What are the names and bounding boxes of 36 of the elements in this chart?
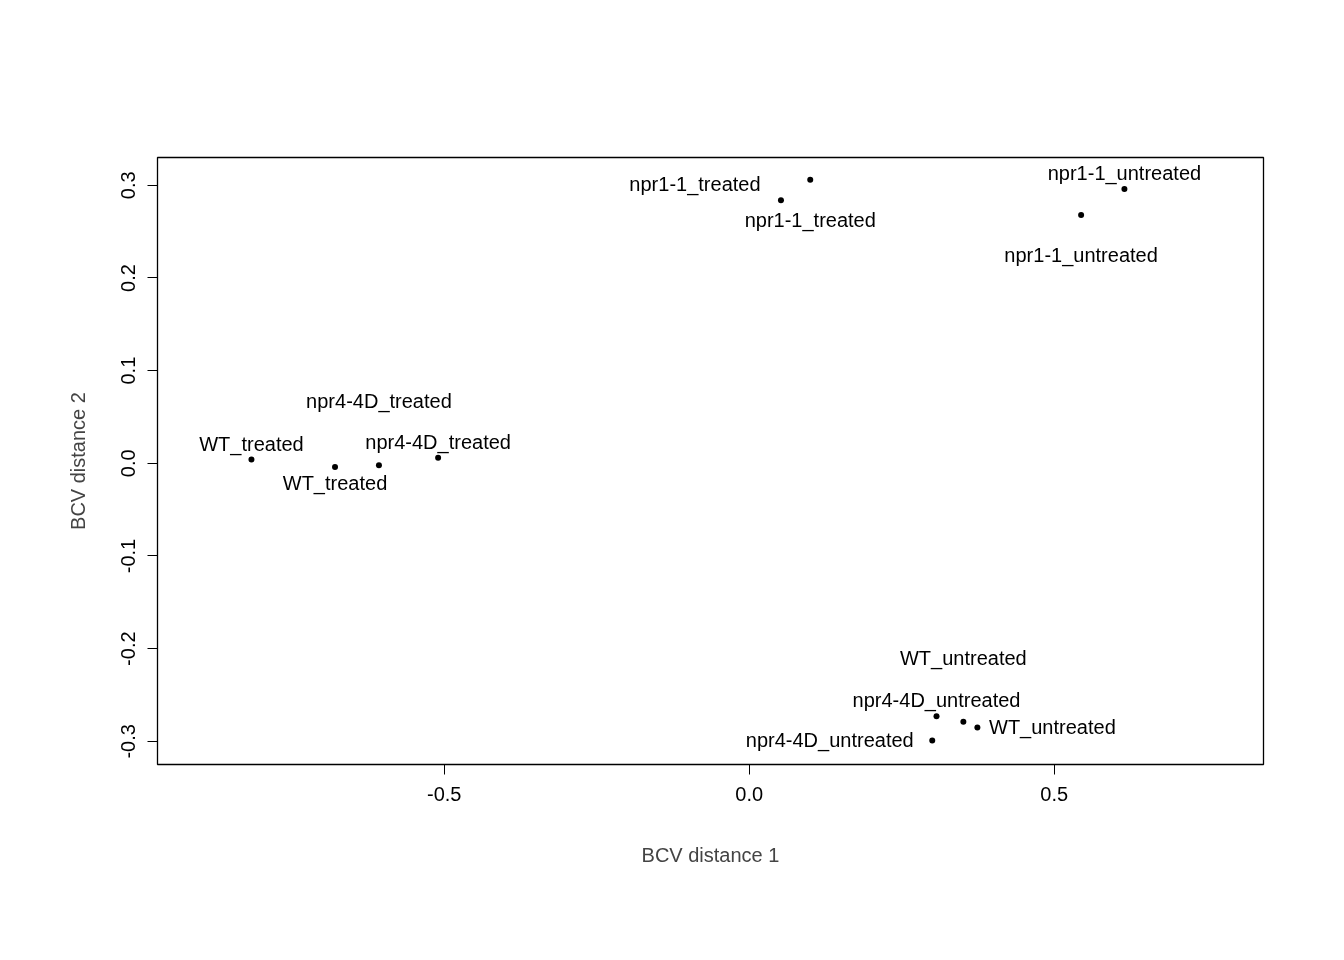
- data-label: WT_untreated: [989, 716, 1116, 740]
- y-axis-title: BCV distance 2: [66, 392, 89, 530]
- data-label: WT_treated: [199, 432, 304, 456]
- x-tick-label: 0.0: [735, 782, 764, 805]
- y-tick-label: -0.3: [117, 724, 140, 759]
- point: [929, 737, 936, 744]
- data-label: WT_untreated: [900, 646, 1027, 670]
- point: [1121, 186, 1128, 192]
- point: [974, 724, 981, 731]
- x-tick-label: -0.5: [426, 782, 462, 805]
- data-label: npr4-4D_treated: [306, 390, 452, 414]
- data-label: npr1-1_untreated: [1004, 243, 1158, 267]
- x-axis-title: BCV distance 1: [641, 843, 780, 866]
- point: [933, 713, 940, 720]
- x-tick-label: 0.5: [1040, 782, 1069, 805]
- y-tick-label: 0.1: [117, 356, 140, 385]
- point: [777, 197, 784, 204]
- data-label: npr1-1_treated: [744, 208, 876, 232]
- data-label: npr1-1_treated: [629, 173, 761, 197]
- point: [248, 456, 255, 463]
- data-label: npr1-1_untreated: [1047, 162, 1202, 186]
- data-label: npr4-4D_untreated: [852, 689, 1021, 713]
- point: [332, 464, 339, 471]
- point: [960, 718, 967, 725]
- y-tick-label: -0.1: [117, 538, 140, 574]
- data-label: npr4-4D_untreated: [745, 729, 914, 753]
- y-tick-label: 0.3: [117, 171, 140, 200]
- y-tick-label: 0.2: [117, 264, 140, 292]
- y-tick-label: -0.2: [117, 631, 140, 666]
- data-label: npr4-4D_treated: [365, 430, 511, 454]
- data-label: WT_treated: [282, 472, 388, 496]
- point: [1078, 211, 1085, 218]
- y-tick-label: 0.0: [117, 449, 140, 478]
- point: [375, 462, 382, 469]
- point: [807, 176, 814, 183]
- point: [435, 454, 442, 461]
